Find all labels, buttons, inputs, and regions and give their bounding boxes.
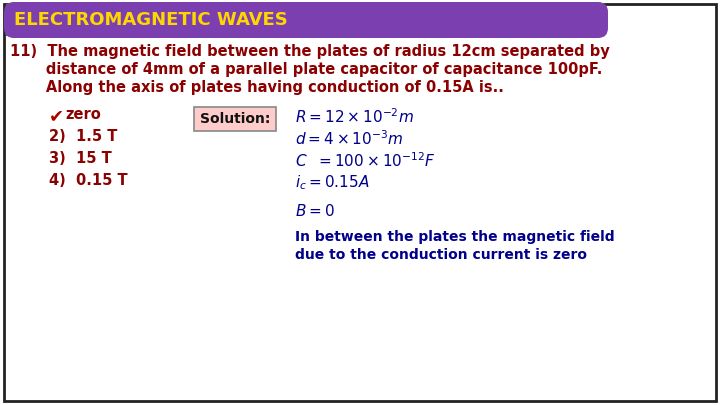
Text: due to the conduction current is zero: due to the conduction current is zero [295, 248, 587, 262]
Text: 2)  1.5 T: 2) 1.5 T [49, 129, 117, 144]
Text: In between the plates the magnetic field: In between the plates the magnetic field [295, 230, 615, 244]
Text: $C\ \ = 100\times10^{-12}F$: $C\ \ = 100\times10^{-12}F$ [295, 151, 436, 171]
FancyBboxPatch shape [6, 4, 26, 36]
Text: 3)  15 T: 3) 15 T [49, 151, 112, 166]
Text: ELECTROMAGNETIC WAVES: ELECTROMAGNETIC WAVES [14, 11, 288, 29]
Text: zero: zero [65, 107, 101, 122]
Text: Along the axis of plates having conduction of 0.15A is..: Along the axis of plates having conducti… [10, 80, 504, 95]
Text: distance of 4mm of a parallel plate capacitor of capacitance 100pF.: distance of 4mm of a parallel plate capa… [10, 62, 603, 77]
FancyBboxPatch shape [4, 4, 716, 401]
FancyBboxPatch shape [194, 107, 276, 131]
Text: $d = 4\times10^{-3}m$: $d = 4\times10^{-3}m$ [295, 130, 403, 148]
Text: ✔: ✔ [49, 107, 64, 125]
Text: $i_c = 0.15A$: $i_c = 0.15A$ [295, 174, 369, 192]
Text: $B = 0$: $B = 0$ [295, 203, 335, 219]
Text: $R = 12\times10^{-2}m$: $R = 12\times10^{-2}m$ [295, 108, 414, 126]
Text: Solution:: Solution: [200, 112, 270, 126]
Text: 1): 1) [57, 105, 72, 118]
Text: 4)  0.15 T: 4) 0.15 T [49, 173, 127, 188]
FancyBboxPatch shape [4, 2, 608, 38]
Text: 11)  The magnetic field between the plates of radius 12cm separated by: 11) The magnetic field between the plate… [10, 44, 610, 59]
